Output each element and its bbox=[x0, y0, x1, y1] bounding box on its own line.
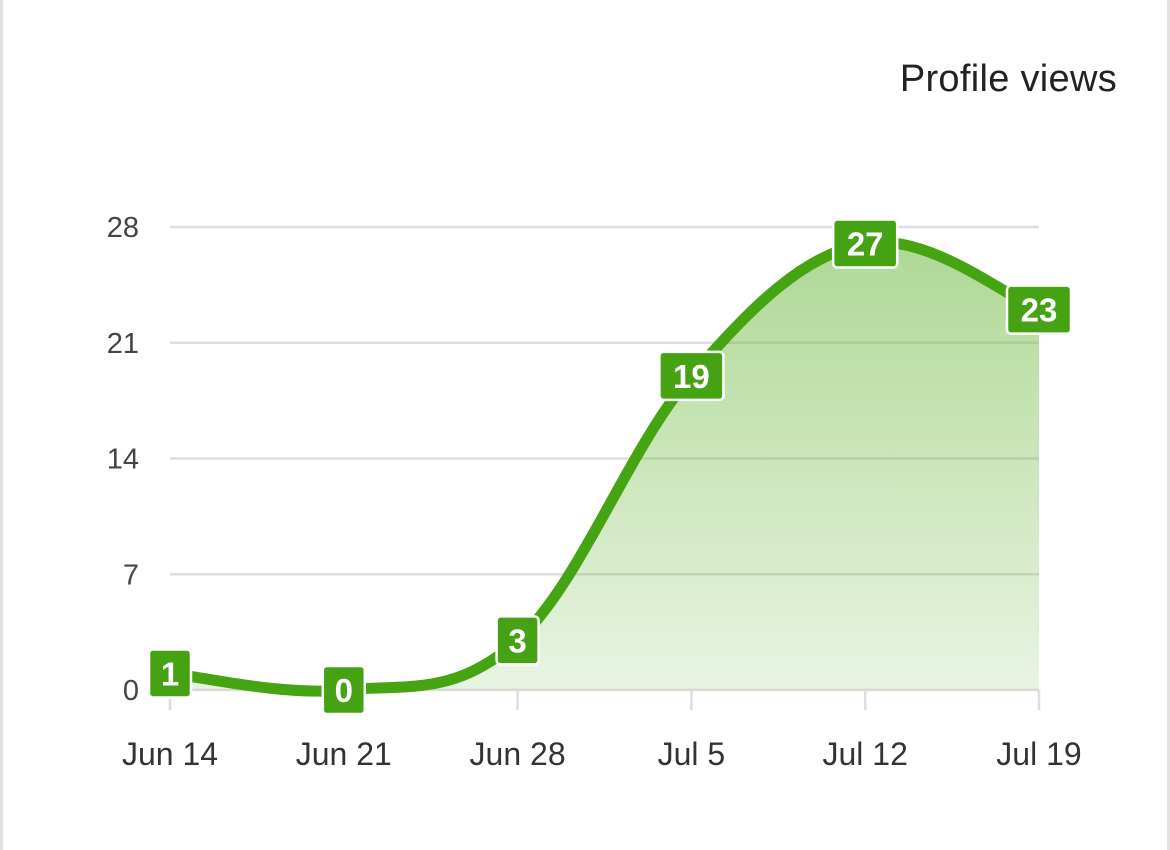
y-tick-label: 14 bbox=[107, 444, 139, 476]
chart-title: Profile views bbox=[899, 58, 1117, 100]
data-point[interactable]: 0 bbox=[321, 664, 367, 716]
x-tick-label: Jun 28 bbox=[470, 736, 566, 772]
y-tick-label: 28 bbox=[107, 212, 139, 244]
data-point[interactable]: 1 bbox=[147, 648, 193, 699]
x-tick-label: Jun 14 bbox=[122, 736, 218, 772]
line-chart: 0 7 14 21 28 Jun 14 Jun 21 Jun 28 Jul 5 Jul 12 Ju… bbox=[107, 212, 1082, 772]
data-label: 3 bbox=[508, 622, 526, 659]
data-point[interactable]: 3 bbox=[495, 615, 540, 666]
data-label: 19 bbox=[673, 358, 710, 395]
data-label-box bbox=[831, 218, 899, 269]
series-area bbox=[170, 242, 1039, 692]
x-tick-label: Jun 21 bbox=[296, 736, 392, 772]
data-label-box bbox=[147, 648, 193, 699]
data-label-box bbox=[1005, 284, 1073, 335]
data-label: 0 bbox=[335, 672, 353, 709]
x-tick-label: Jul 19 bbox=[996, 736, 1081, 772]
data-label-box bbox=[658, 350, 725, 402]
data-point[interactable]: 19 bbox=[658, 350, 725, 402]
x-tick-label: Jul 5 bbox=[658, 736, 726, 772]
data-label: 1 bbox=[161, 655, 179, 692]
data-label-box bbox=[321, 664, 367, 716]
y-tick-label: 7 bbox=[123, 559, 139, 591]
data-label: 23 bbox=[1021, 292, 1058, 329]
data-point[interactable]: 27 bbox=[831, 218, 899, 269]
data-point[interactable]: 23 bbox=[1005, 284, 1073, 335]
y-tick-label: 0 bbox=[123, 675, 139, 707]
y-tick-label: 21 bbox=[107, 328, 139, 360]
data-label: 27 bbox=[847, 226, 884, 263]
data-label-box bbox=[495, 615, 540, 666]
x-tick-label: Jul 12 bbox=[823, 736, 908, 772]
